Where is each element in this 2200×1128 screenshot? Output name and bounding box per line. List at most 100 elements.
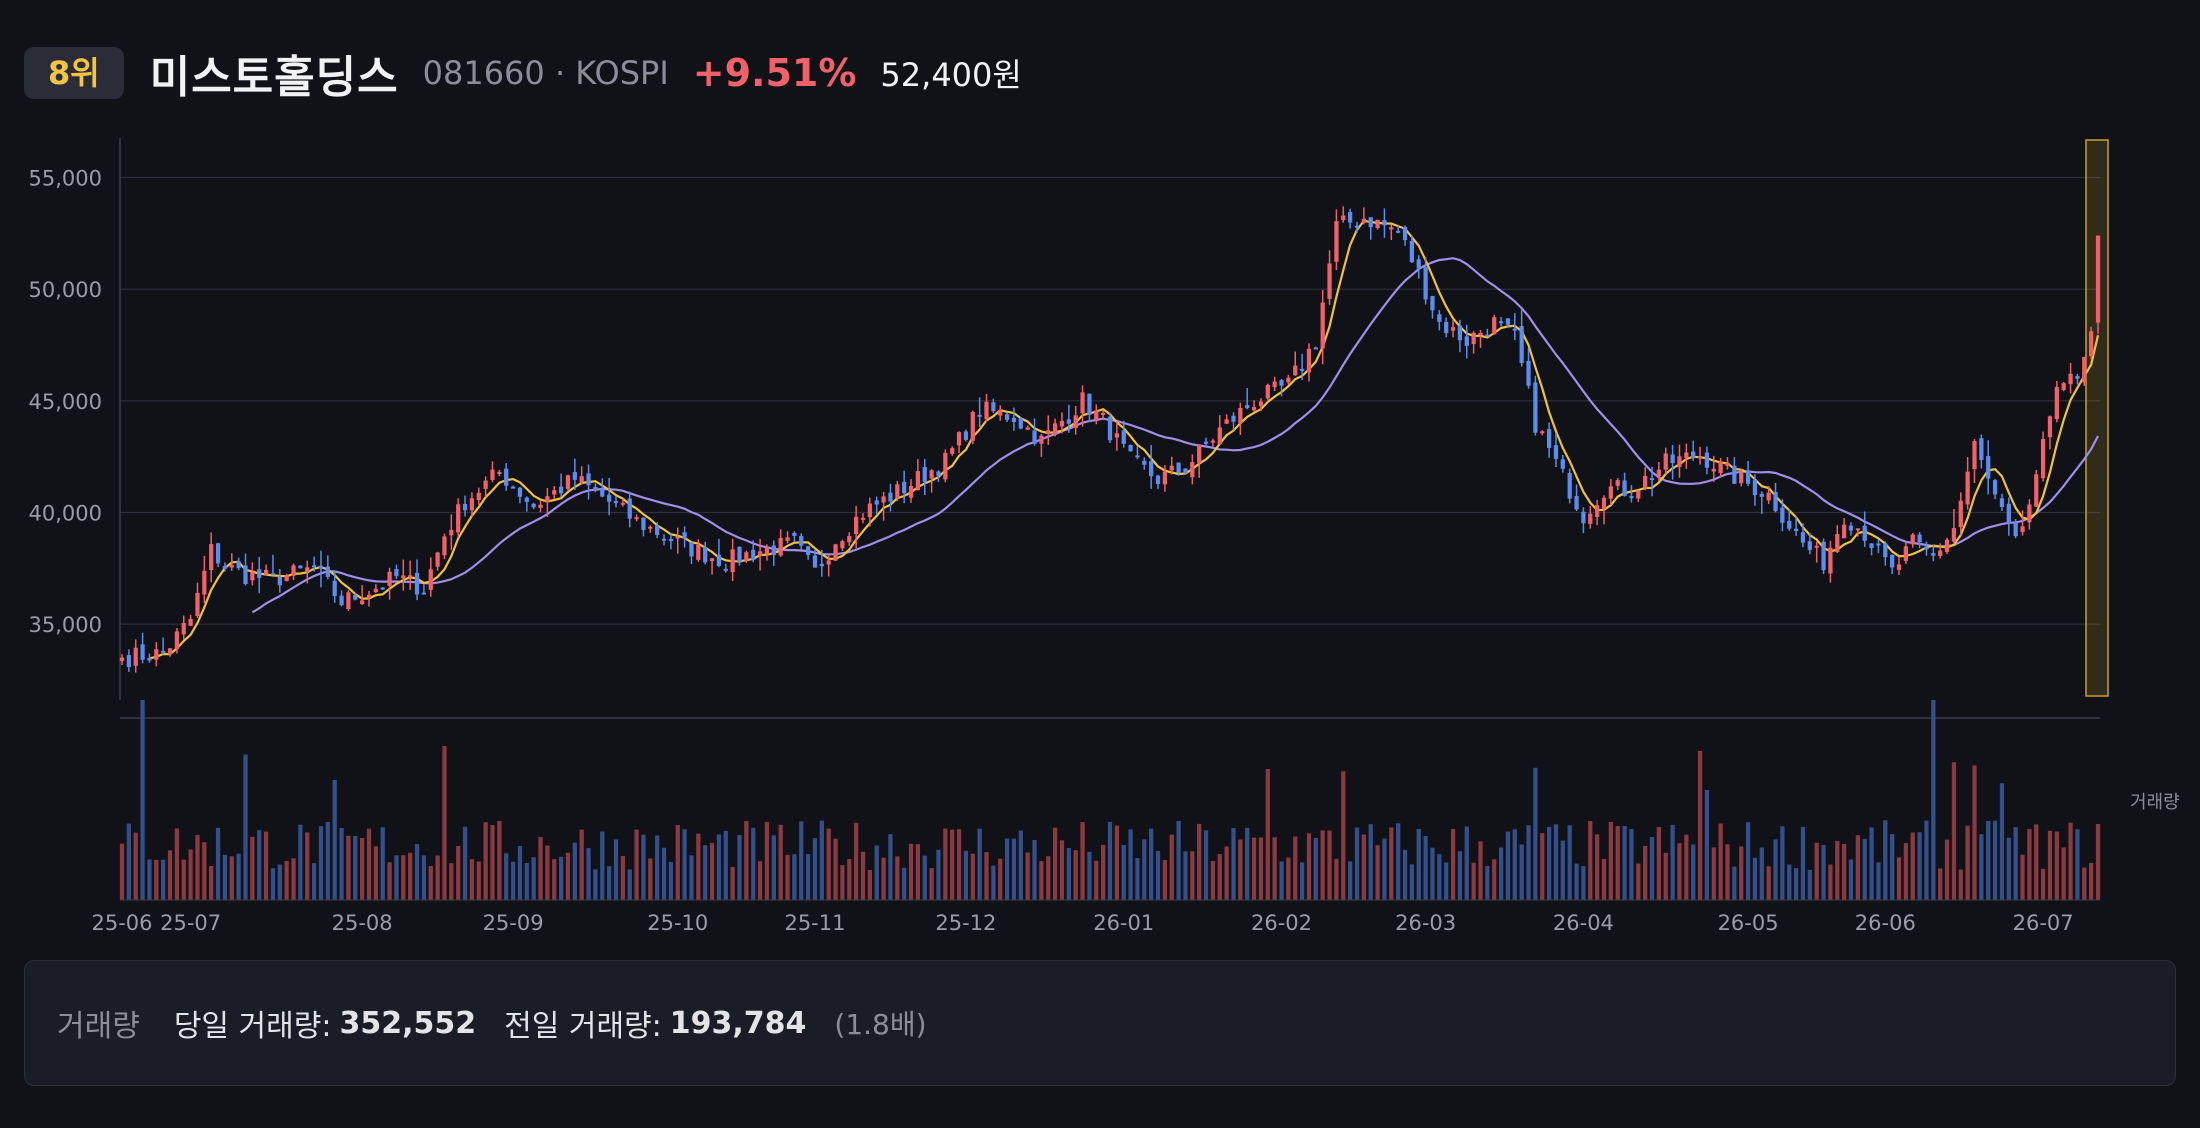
candle-body: [1546, 429, 1552, 448]
volume-bar: [1313, 837, 1318, 900]
candle-body: [970, 411, 975, 441]
volume-bar: [181, 859, 186, 900]
candle-body: [263, 569, 269, 575]
candle-body: [1478, 333, 1483, 336]
candle-body: [641, 517, 646, 530]
volume-bar: [1787, 864, 1792, 900]
volume-bar: [1396, 823, 1401, 900]
candle-body: [1423, 267, 1428, 300]
volume-bar: [936, 849, 941, 900]
volume-bar: [1965, 825, 1970, 900]
candle-body: [956, 432, 962, 446]
volume-bar: [545, 845, 550, 900]
volume-bar: [1924, 820, 1929, 900]
candle-body: [1492, 317, 1497, 335]
candle-body: [421, 592, 427, 595]
volume-bar: [1471, 862, 1476, 900]
volume-bar: [2089, 862, 2094, 900]
candle-body: [1464, 336, 1469, 346]
volume-bar: [1581, 866, 1586, 900]
volume-bar: [771, 835, 776, 900]
candle-body: [1883, 543, 1888, 558]
candle-body: [1375, 219, 1380, 228]
volume-bar: [1540, 833, 1545, 900]
candle-body: [284, 575, 289, 582]
candle-body: [1732, 465, 1737, 484]
x-tick-label: 25-11: [784, 911, 845, 935]
volume-bar: [552, 859, 557, 900]
candle-body: [1615, 480, 1620, 486]
volume-bar: [1066, 848, 1071, 900]
candle-body: [1444, 321, 1449, 334]
candle-body: [195, 592, 200, 617]
candle-body: [202, 570, 207, 595]
candle-body: [243, 565, 248, 585]
volume-bar: [1814, 842, 1819, 900]
candle-body: [277, 577, 282, 586]
volume-bar: [1492, 859, 1497, 900]
volume-bar: [243, 754, 248, 900]
prev-volume-value: 193,784: [669, 1005, 807, 1041]
volume-bar: [1595, 834, 1600, 900]
candle-body: [661, 538, 667, 541]
volume-bar: [1931, 700, 1936, 900]
candle-body: [1663, 453, 1668, 470]
candle-body: [757, 551, 763, 557]
volume-bar: [847, 859, 852, 900]
volume-bar: [1059, 840, 1065, 900]
volume-bar: [1828, 864, 1833, 900]
volume-bar: [1299, 862, 1305, 900]
volume-bar: [1265, 769, 1270, 900]
volume-bar: [2020, 854, 2025, 900]
volume-bar: [1162, 860, 1168, 900]
candle-body: [1389, 227, 1394, 230]
volume-bar: [1251, 837, 1257, 900]
candle-body: [1992, 480, 1998, 495]
volume-bar: [1046, 856, 1051, 900]
candle-body: [1327, 263, 1332, 299]
volume-bar: [1073, 850, 1078, 900]
volume-bar: [2082, 867, 2087, 900]
candle-body: [1066, 419, 1071, 424]
volume-bar: [257, 830, 262, 900]
candle-body: [792, 532, 797, 536]
volume-bar: [2075, 829, 2080, 900]
candle-body: [1224, 419, 1229, 424]
candle-body: [1718, 461, 1723, 474]
x-tick-label: 25-10: [647, 911, 708, 935]
candle-body: [1368, 217, 1373, 228]
candle-body: [881, 496, 886, 503]
candle-body: [250, 572, 255, 581]
volume-bar: [1498, 847, 1504, 900]
candle-body: [2027, 504, 2032, 523]
volume-bar: [1780, 826, 1785, 900]
volume-bar: [366, 828, 372, 900]
rank-badge: 8위: [24, 47, 124, 99]
volume-bar: [1464, 826, 1469, 900]
volume-bar: [1437, 854, 1442, 900]
volume-bar: [1876, 862, 1881, 900]
candle-body: [1382, 220, 1387, 226]
candle-body: [1560, 459, 1565, 469]
candle-body: [1725, 462, 1730, 467]
volume-bar: [1903, 843, 1909, 900]
x-tick-label: 25-09: [483, 911, 544, 935]
candle-body: [1306, 348, 1312, 373]
candle-body: [346, 592, 351, 610]
volume-bar: [1992, 820, 1998, 900]
volume-bar: [703, 845, 708, 900]
volume-bar: [483, 822, 488, 900]
volume-bar: [1601, 858, 1607, 900]
volume-bar: [497, 820, 502, 900]
candle-body: [531, 503, 536, 508]
volume-bar: [1354, 827, 1360, 900]
volume-bar: [1629, 828, 1634, 900]
candle-body: [1588, 513, 1593, 524]
candle-body: [764, 547, 770, 555]
volume-bar: [209, 865, 214, 900]
candle-body: [1876, 543, 1881, 546]
volume-bar: [977, 828, 982, 900]
candle-body: [1766, 492, 1771, 501]
candle-body: [689, 542, 694, 557]
candle-body: [1155, 475, 1161, 485]
